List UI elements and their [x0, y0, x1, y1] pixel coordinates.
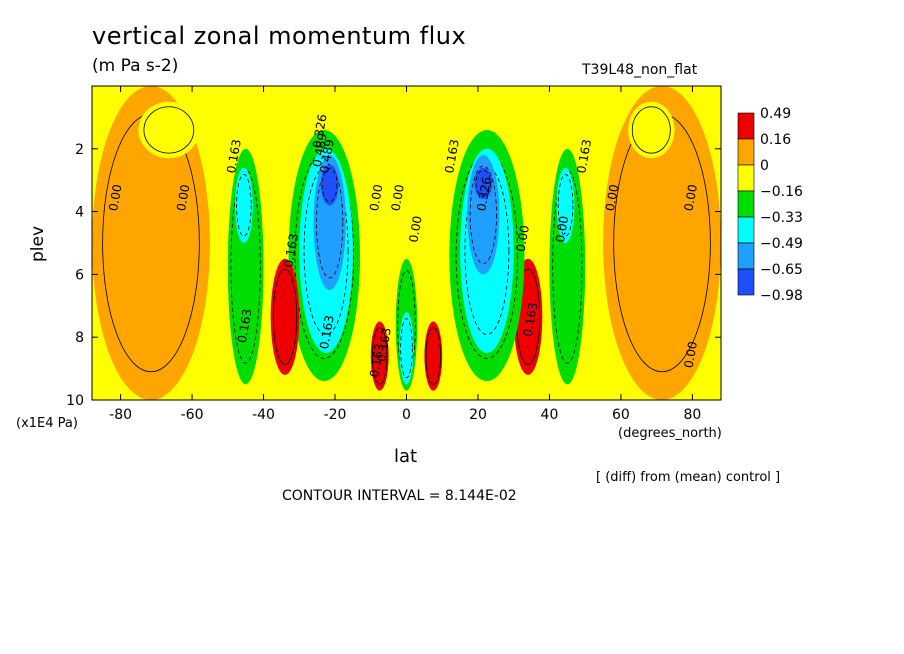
contour-line-6 [236, 174, 252, 237]
contour-line-3 [143, 106, 195, 154]
run-label: T39L48_non_flat [582, 62, 698, 78]
contour-label-7: 0.00 [603, 183, 621, 212]
legend-label-3: 0 [760, 158, 769, 174]
contour-region-4 [628, 101, 675, 159]
contour-label-13: 0.163 [235, 308, 255, 344]
contour-label-3: 0.00 [367, 183, 385, 212]
x-tick-label-7: 40 [541, 407, 559, 423]
y-axis-units: (x1E4 Pa) [16, 416, 78, 431]
contour-line-21 [371, 327, 388, 385]
contour-label-24: 0.163 [367, 342, 387, 378]
x-tick-label-6: 20 [469, 407, 487, 423]
contour-line-17 [552, 169, 583, 364]
x-tick-label-3: -40 [252, 407, 275, 423]
contour-label-2: 0.00 [174, 183, 192, 212]
legend-swatch-7 [737, 268, 755, 296]
contour-label-4: 0.00 [389, 183, 407, 212]
x-tick-label-8: 60 [612, 407, 630, 423]
contour-line-15 [469, 165, 497, 265]
contour-fill-group: 0.00 0.00 0.00 0.000.00 0.000.00 0.000.000.00… [92, 58, 721, 400]
legend-swatch-1 [737, 112, 755, 140]
legend-label-7: −0.65 [760, 262, 803, 278]
contour-region-2 [603, 86, 721, 400]
contour-region-22 [424, 321, 443, 391]
contour-region-6 [234, 167, 253, 244]
y-tick-label-5: 10 [66, 393, 84, 409]
contour-region-10 [320, 164, 339, 206]
contour-label-18: 0.163 [574, 138, 594, 174]
contour-line-19 [397, 270, 416, 380]
chart-title: vertical zonal momentum flux [92, 22, 467, 50]
legend-label-1: 0.49 [760, 106, 791, 122]
contour-line-11 [272, 268, 298, 365]
legend-swatch-6 [737, 242, 755, 270]
contour-label-5: 0.00 [406, 215, 424, 244]
legend-label-8: −0.98 [760, 288, 803, 304]
contour-label-19: 0.163 [374, 327, 394, 363]
x-tick-label-9: 80 [683, 407, 701, 423]
contour-line-5 [230, 169, 261, 364]
x-axis-units: (degrees_north) [618, 426, 722, 441]
contour-label-1: 0.00 [106, 183, 124, 212]
contour-region-21 [370, 321, 389, 391]
chart-subtitle: (m Pa s-2) [92, 56, 179, 76]
contour-line-14 [464, 166, 510, 335]
y-tick-label-3: 6 [75, 267, 84, 283]
y-tick-label-1: 2 [75, 142, 84, 158]
contour-line-22 [425, 327, 442, 385]
contour-label-9: 0.00 [682, 340, 700, 369]
contour-label-21: 0.326 [474, 176, 494, 212]
legend-swatch-4 [737, 190, 755, 218]
contour-label-10: 0.00 [514, 224, 532, 253]
legend-swatch-2 [737, 138, 755, 166]
contour-region-18 [556, 167, 575, 244]
contour-label-17: 0.163 [521, 301, 541, 337]
legend-label-2: 0.16 [760, 132, 791, 148]
contour-region-16 [474, 167, 493, 200]
contour-line-4 [631, 106, 671, 154]
contour-label-20: 0.326 [310, 113, 330, 149]
contour-label-11: 0.00 [589, 58, 607, 87]
contour-label-8: 0.00 [682, 183, 700, 212]
legend-swatch-5 [737, 216, 755, 244]
contour-label-23: 0.489 [310, 132, 330, 168]
contour-line-16 [475, 170, 492, 197]
legend-label-6: −0.49 [760, 236, 803, 252]
contour-line-7 [294, 152, 355, 359]
y-tick-label-2: 4 [75, 205, 84, 221]
contour-region-1 [92, 86, 210, 400]
contour-region-3 [138, 101, 200, 159]
color-legend: 0.49 0.16 0 −0.16 −0.33 −0.49 −0.65 −0.98 [737, 106, 803, 304]
contour-interval: CONTOUR INTERVAL = 8.144E-02 [282, 488, 517, 504]
contour-label-22: 0.489 [317, 138, 337, 174]
x-tick-label-5: 0 [402, 407, 411, 423]
legend-swatch-3 [737, 164, 755, 192]
contour-region-11 [270, 258, 300, 375]
contour-line-20 [400, 318, 413, 379]
x-tick-label-1: -80 [109, 407, 132, 423]
contour-region-20 [399, 312, 414, 385]
difference-note: [ (diff) from (mean) control ] [596, 470, 781, 485]
contour-label-15: 0.163 [317, 314, 337, 350]
contour-label-16: 0.163 [442, 138, 462, 174]
x-axis-label: lat [394, 446, 418, 467]
contour-label-12: 0.163 [224, 138, 244, 174]
contour-line-10 [321, 167, 338, 203]
contour-line-8 [303, 166, 349, 335]
legend-label-5: −0.33 [760, 210, 803, 226]
x-tick-label-2: -60 [181, 407, 204, 423]
legend-label-4: −0.16 [760, 184, 803, 200]
contour-label-14: 0.163 [281, 232, 301, 268]
contour-label-6: 0.00 [553, 215, 571, 244]
y-tick-label-4: 8 [75, 330, 84, 346]
x-tick-label-4: -20 [324, 407, 347, 423]
contour-line-18 [557, 174, 574, 237]
